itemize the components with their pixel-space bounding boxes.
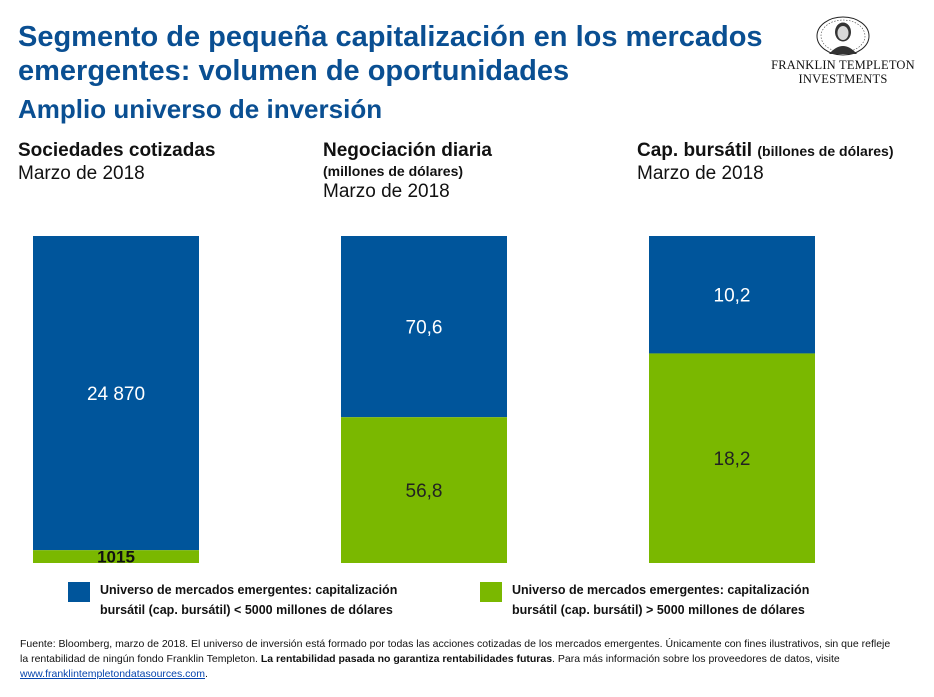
data-label-large-cap: 56,8 <box>406 481 443 502</box>
panel-date: Marzo de 2018 <box>323 181 450 202</box>
data-label-small-cap: 10,2 <box>714 286 751 307</box>
panel-header-daily-trading: Negociación diaria (millones de dólares)… <box>323 140 492 204</box>
panel-header-market-cap: Cap. bursátil (billones de dólares) Marz… <box>637 140 894 186</box>
panel-date: Marzo de 2018 <box>637 163 764 184</box>
panel-unit: (millones de dólares) <box>323 163 464 179</box>
chart-subtitle: Amplio universo de inversión <box>18 94 383 124</box>
legend-item-small-cap: Universo de mercados emergentes: capital… <box>68 580 440 620</box>
logo-text-line2: INVESTMENTS <box>798 72 888 86</box>
panel-date: Marzo de 2018 <box>18 163 145 184</box>
legend-swatch <box>68 582 90 602</box>
bar-segment-large-cap <box>649 353 815 563</box>
legend-label: Universo de mercados emergentes: capital… <box>100 583 398 617</box>
legend-label: Universo de mercados emergentes: capital… <box>512 583 810 617</box>
franklin-portrait-icon <box>816 16 870 56</box>
stacked-bar-chart: 24 870 1015 70,6 56,8 10,2 18,2 <box>33 236 815 567</box>
data-label-large-cap: 18,2 <box>714 449 751 470</box>
legend-item-large-cap: Universo de mercados emergentes: capital… <box>480 580 852 620</box>
footnote-text: Fuente: Bloomberg, marzo de 2018. El uni… <box>20 638 891 665</box>
bar-segment-small-cap <box>341 236 507 418</box>
logo-text-line1: FRANKLIN TEMPLETON <box>771 58 915 72</box>
franklin-templeton-logo: FRANKLIN TEMPLETON INVESTMENTS <box>770 16 916 86</box>
chart-title: Segmento de pequeña capitalización en lo… <box>18 21 763 87</box>
bar-segment-large-cap <box>33 550 199 563</box>
source-footnote: Fuente: Bloomberg, marzo de 2018. El uni… <box>20 637 900 682</box>
bar-segment-large-cap <box>341 417 507 563</box>
panel-unit: (billones de dólares) <box>757 143 894 159</box>
panel-title-row: Cap. bursátil (billones de dólares) <box>637 140 894 162</box>
bar-segment-small-cap <box>33 236 199 551</box>
bar-segment-small-cap <box>649 236 815 354</box>
data-label-large-cap: 1015 <box>97 548 135 567</box>
panel-header-listed-companies: Sociedades cotizadas Marzo de 2018 <box>18 140 215 186</box>
footnote-end: . <box>205 668 208 680</box>
data-sources-link[interactable]: www.franklintempletondatasources.com <box>20 668 206 680</box>
footnote-disclaimer: La rentabilidad pasada no garantiza rent… <box>260 653 553 665</box>
panel-title: Sociedades cotizadas <box>18 140 216 161</box>
panel-title: Cap. bursátil <box>637 140 753 161</box>
data-label-small-cap: 24 870 <box>87 384 145 405</box>
legend-swatch <box>480 582 502 602</box>
footnote-text-2: . Para más información sobre los proveed… <box>552 653 840 665</box>
panel-title: Negociación diaria <box>323 140 492 161</box>
data-label-small-cap: 70,6 <box>406 318 443 339</box>
